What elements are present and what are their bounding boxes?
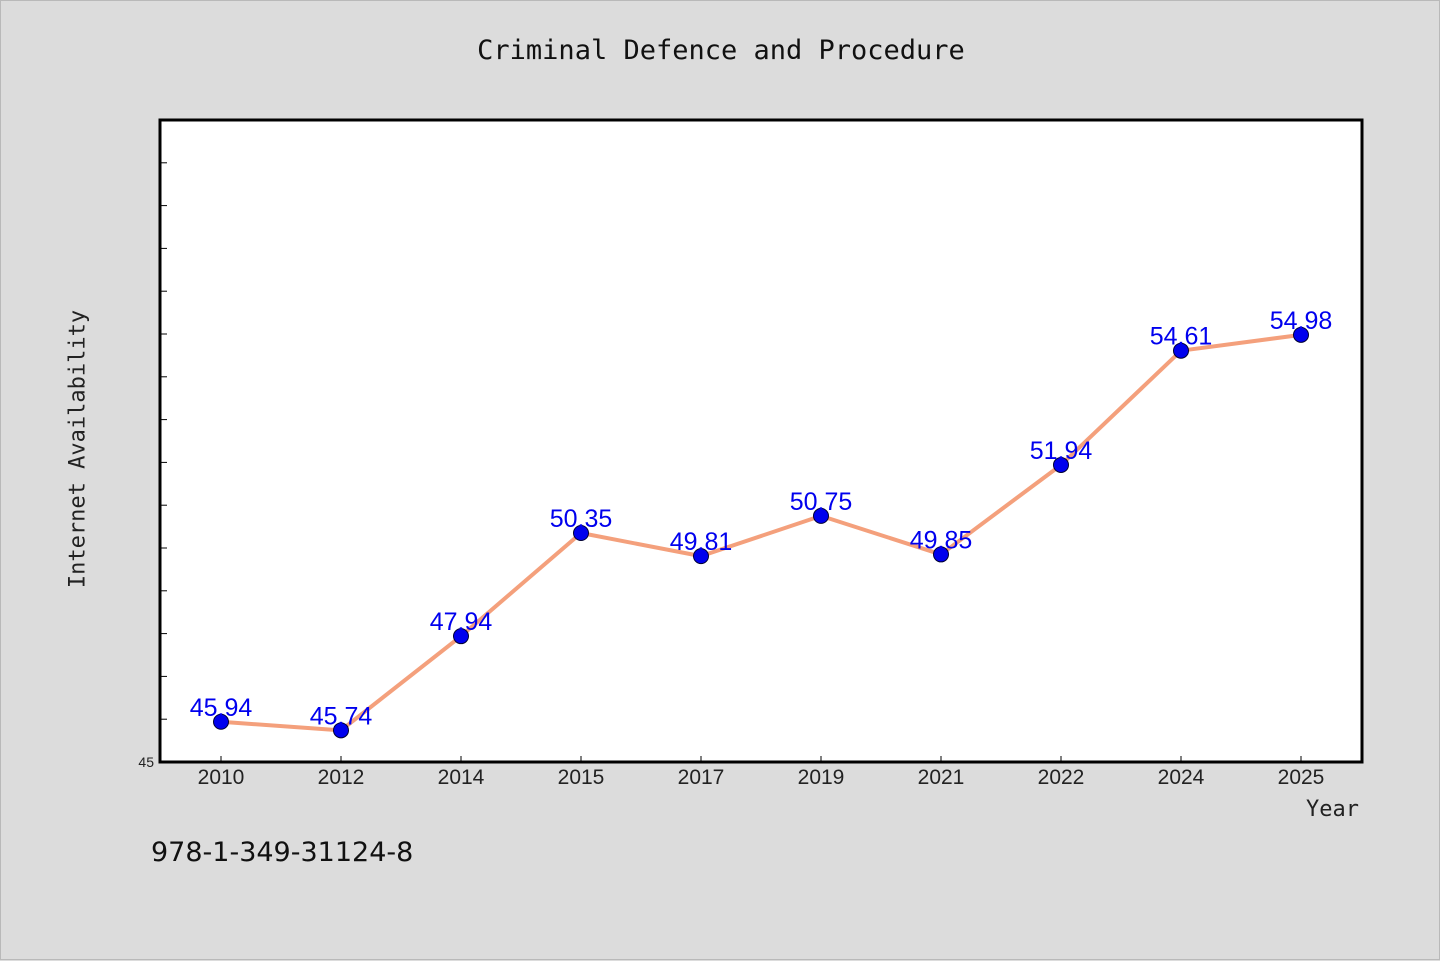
data-point	[1293, 326, 1309, 343]
data-label: 50.35	[550, 505, 613, 533]
x-tick-label: 2014	[438, 766, 485, 789]
data-point	[933, 546, 949, 563]
x-axis-ticks: 2010 2012 2014 2015 2017 2019 2021 2022 2024 2025	[198, 756, 1325, 789]
x-axis-label: Year	[1306, 797, 1359, 822]
data-label: 45.94	[190, 694, 253, 722]
data-label: 45.74	[310, 702, 373, 730]
data-points	[213, 326, 1309, 739]
data-label: 49.85	[910, 526, 973, 554]
data-label: 50.75	[790, 488, 853, 516]
x-tick-label: 2025	[1278, 766, 1325, 789]
data-point	[693, 548, 709, 565]
y-axis-ticks: 45	[138, 162, 167, 770]
data-point	[813, 507, 829, 524]
plot-area	[158, 118, 1364, 764]
data-label: 51.94	[1030, 437, 1093, 465]
x-tick-label: 2019	[798, 766, 845, 789]
series-line	[220, 332, 1302, 733]
x-tick-label: 2022	[1038, 766, 1085, 789]
data-point	[1173, 342, 1189, 359]
x-tick-label: 2024	[1158, 766, 1205, 789]
x-tick-label: 2012	[318, 766, 365, 789]
y-tick-label: 45	[138, 754, 154, 770]
chart-title: Criminal Defence and Procedure	[477, 35, 965, 66]
data-label: 54.61	[1150, 323, 1213, 351]
data-point	[573, 525, 589, 542]
x-tick-label: 2017	[678, 766, 725, 789]
data-point	[213, 713, 229, 730]
data-point	[1053, 456, 1069, 473]
data-point	[453, 628, 469, 645]
data-label: 54.98	[1270, 307, 1333, 335]
data-label: 47.94	[430, 608, 493, 636]
x-tick-label: 2021	[918, 766, 965, 789]
x-tick-label: 2015	[558, 766, 605, 789]
x-tick-label: 2010	[198, 766, 245, 789]
data-label: 49.81	[670, 528, 733, 556]
data-point	[333, 722, 349, 739]
data-labels: 45.94 45.74 47.94 50.35 49.81 50.75 49.85 51.94…	[190, 307, 1333, 730]
isbn-text: 978-1-349-31124-8	[151, 837, 414, 868]
